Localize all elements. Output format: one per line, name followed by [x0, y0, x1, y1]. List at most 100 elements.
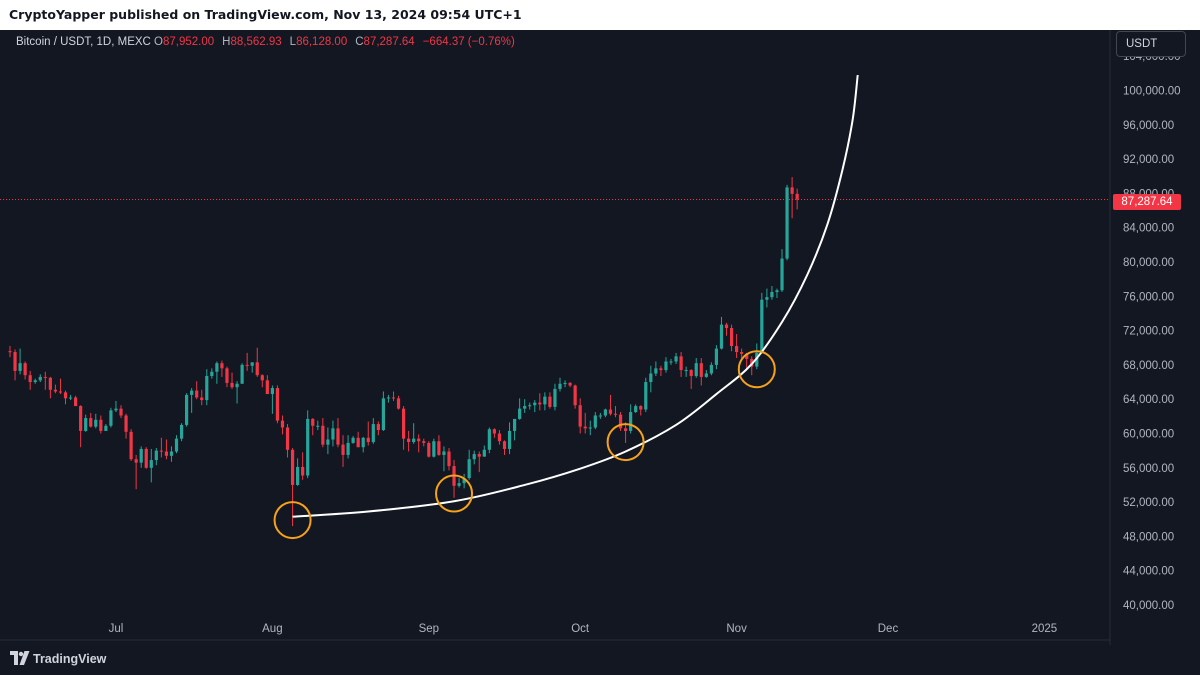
publisher-header: CryptoYapper published on TradingView.co… — [0, 0, 1200, 30]
candle — [205, 369, 209, 406]
price-tick-label: 64,000.00 — [1123, 394, 1174, 406]
candle — [785, 184, 789, 261]
candle — [437, 435, 441, 456]
candle — [618, 412, 623, 431]
chart-frame[interactable]: 40,000.00 44,000.00 48,000.00 52,000.00 56,0… — [0, 30, 1200, 645]
candle — [336, 418, 340, 448]
candle — [639, 405, 643, 416]
price-tick-label: 72,000.00 — [1123, 326, 1174, 338]
candle — [149, 448, 153, 483]
support-circle — [435, 474, 474, 513]
candle — [159, 437, 163, 458]
candle — [164, 439, 169, 460]
candle — [432, 438, 436, 458]
high-value: 88,562.93 — [230, 36, 282, 48]
support-circle — [606, 423, 645, 462]
candle — [613, 406, 618, 418]
candle — [578, 398, 582, 434]
candle — [745, 352, 749, 370]
candle — [735, 334, 739, 359]
candle — [200, 389, 204, 406]
candle — [230, 372, 234, 389]
candle — [548, 392, 552, 409]
candle — [129, 429, 133, 461]
candle — [462, 473, 466, 489]
candle — [507, 422, 512, 455]
brand-name[interactable]: TradingView — [33, 652, 107, 666]
candle — [250, 362, 254, 373]
candle — [84, 414, 88, 432]
candle — [58, 378, 63, 395]
time-tick-label: Dec — [878, 623, 899, 635]
time-tick-label: Oct — [571, 623, 590, 635]
price-tick-label: 44,000.00 — [1123, 566, 1174, 578]
close-key: C — [355, 36, 364, 48]
tradingview-logo-icon[interactable] — [10, 651, 30, 665]
candle — [8, 346, 12, 358]
high-key: H — [222, 36, 231, 48]
candle — [543, 392, 547, 411]
low-key: L — [289, 36, 297, 48]
price-tick-label: 84,000.00 — [1123, 223, 1174, 235]
price-chart[interactable]: 40,000.00 44,000.00 48,000.00 52,000.00 56,0… — [0, 30, 1200, 645]
close-value: 87,287.64 — [363, 36, 415, 48]
candle — [99, 415, 103, 434]
candle — [260, 374, 264, 388]
candle — [391, 391, 396, 401]
candle — [306, 410, 310, 479]
candle — [119, 405, 123, 419]
candle — [79, 405, 83, 448]
candle — [169, 446, 174, 462]
candle — [649, 365, 653, 393]
candle — [558, 377, 562, 392]
candle — [593, 412, 597, 430]
candle — [326, 427, 330, 455]
candle — [694, 358, 698, 378]
candle — [422, 438, 426, 447]
currency-button[interactable]: USDT — [1116, 31, 1186, 57]
candle — [629, 404, 633, 434]
candle — [765, 288, 769, 308]
time-tick-label: Aug — [262, 623, 282, 635]
price-tick-label: 40,000.00 — [1123, 600, 1174, 612]
candle — [669, 358, 673, 365]
time-tick-label: Nov — [726, 623, 747, 635]
candle — [245, 352, 249, 371]
time-axis[interactable]: Jul Aug Sep Oct Nov Dec 2025 — [109, 623, 1058, 635]
candle — [608, 394, 613, 416]
candle — [396, 395, 401, 410]
candle — [361, 436, 365, 453]
candle — [603, 408, 608, 418]
candle — [144, 447, 148, 469]
price-axis[interactable]: 40,000.00 44,000.00 48,000.00 52,000.00 56,0… — [1123, 51, 1181, 612]
symbol-label[interactable]: Bitcoin / USDT, 1D, MEXC — [16, 36, 151, 48]
candle — [285, 424, 290, 458]
candle — [220, 360, 224, 377]
candle — [644, 377, 648, 413]
candle — [280, 415, 285, 435]
candle — [634, 404, 638, 413]
ohlc-legend: Bitcoin / USDT, 1D, MEXC O87,952.00 H88,5… — [16, 36, 523, 48]
candle — [134, 454, 138, 490]
candle — [13, 349, 17, 381]
candle — [729, 324, 734, 352]
candle — [664, 357, 668, 373]
price-tick-label: 76,000.00 — [1123, 291, 1174, 303]
candle — [447, 448, 451, 471]
support-circle — [273, 501, 312, 540]
footer — [0, 645, 1200, 675]
candle — [407, 430, 411, 452]
candle — [482, 445, 486, 457]
candle — [346, 435, 350, 459]
open-key: O — [154, 36, 163, 48]
candle — [770, 286, 774, 300]
candle — [18, 348, 22, 375]
candle — [790, 177, 794, 219]
candle — [654, 361, 658, 377]
candle — [68, 394, 73, 401]
candle — [659, 365, 663, 377]
candle — [714, 345, 719, 370]
candle — [210, 368, 214, 379]
candle — [477, 451, 481, 473]
price-tick-label: 100,000.00 — [1123, 86, 1181, 98]
